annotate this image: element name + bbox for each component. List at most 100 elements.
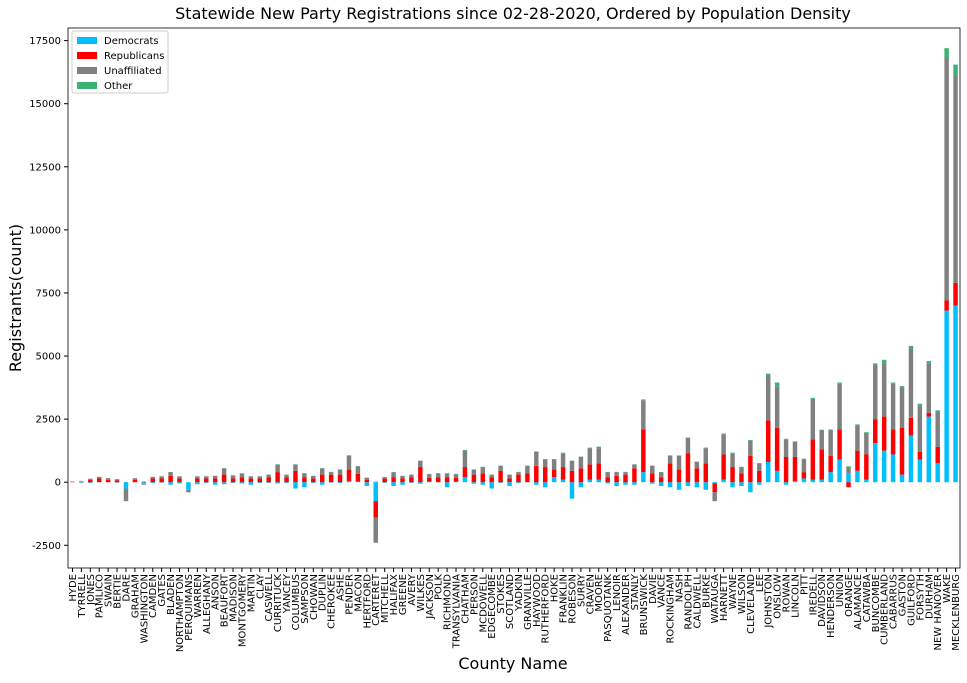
legend-swatch <box>77 37 97 44</box>
bar-segment <box>507 478 511 482</box>
bar-segment <box>909 346 913 349</box>
bar-segment <box>240 482 244 483</box>
bar-segment <box>873 443 877 482</box>
bar-segment <box>918 404 922 406</box>
bar-segment <box>757 482 761 485</box>
bar-segment <box>516 475 520 483</box>
bar-segment <box>588 448 592 464</box>
bar-segment <box>204 476 208 478</box>
bar-segment <box>124 489 128 502</box>
bar-segment <box>347 455 351 456</box>
bar-segment <box>793 481 797 482</box>
bar-segment <box>356 466 360 474</box>
x-tick-label: MECKLENBURG <box>951 574 962 651</box>
bar-segment <box>222 482 226 484</box>
bar-segment <box>632 468 636 482</box>
bar-segment <box>828 430 832 455</box>
bar-segment <box>159 482 163 483</box>
bar-segment <box>695 462 699 468</box>
bar-segment <box>374 482 378 501</box>
bar-segment <box>329 482 333 483</box>
bar-segment <box>133 480 137 483</box>
y-tick-label: 2500 <box>36 415 61 426</box>
bar-segment <box>115 482 119 483</box>
bar-segment <box>953 283 957 306</box>
bar-segment <box>623 472 627 475</box>
bar-segment <box>695 468 699 482</box>
bar-segment <box>730 467 734 482</box>
bar-segment <box>721 454 725 479</box>
bar-segment <box>641 399 645 400</box>
bar-segment <box>623 482 627 485</box>
y-tick-label: 17500 <box>29 36 61 47</box>
bar-segment <box>927 417 931 483</box>
bar-segment <box>516 482 520 483</box>
bar-segment <box>222 475 226 483</box>
bar-segment <box>739 473 743 482</box>
bar-segment <box>935 463 939 482</box>
bar-segment <box>365 482 369 486</box>
bar-segment <box>445 477 449 482</box>
x-axis-label: County Name <box>458 654 567 673</box>
bar-segment <box>391 482 395 486</box>
bar-segment <box>918 459 922 482</box>
bar-segment <box>204 478 208 482</box>
bar-segment <box>222 468 226 474</box>
bar-segment <box>837 384 841 429</box>
bar-segment <box>650 482 654 484</box>
bar-segment <box>213 482 217 485</box>
bar-segment <box>882 451 886 483</box>
bar-segment <box>97 477 101 479</box>
bar-segment <box>597 448 601 463</box>
bar-segment <box>802 459 806 460</box>
bar-segment <box>168 482 172 485</box>
bar-segment <box>766 420 770 462</box>
bar-segment <box>802 478 806 482</box>
bar-segment <box>855 424 859 425</box>
bar-segment <box>302 473 306 477</box>
bar-segment <box>650 473 654 482</box>
bar-segment <box>374 501 378 517</box>
bar-segment <box>873 365 877 419</box>
bar-segment <box>846 467 850 473</box>
bar-segment <box>186 482 190 490</box>
bar-segment <box>320 475 324 483</box>
bar-segment <box>686 438 690 439</box>
bar-segment <box>534 452 538 466</box>
bar-segment <box>721 434 725 435</box>
bar-segment <box>668 482 672 487</box>
bar-segment <box>561 467 565 480</box>
bar-segment <box>124 482 128 488</box>
bar-segment <box>632 482 636 485</box>
bar-segment <box>659 477 663 482</box>
bar-segment <box>677 456 681 470</box>
bar-segment <box>712 482 716 483</box>
bar-segment <box>650 466 654 474</box>
bar-segment <box>588 465 592 480</box>
bar-segment <box>534 451 538 452</box>
bar-segment <box>338 482 342 483</box>
bar-segment <box>409 477 413 482</box>
bar-segment <box>311 482 315 483</box>
bar-segment <box>347 470 351 481</box>
bar-segment <box>641 400 645 429</box>
bar-segment <box>472 482 476 484</box>
bar-segment <box>258 482 262 483</box>
bar-segment <box>382 477 386 478</box>
bar-segment <box>748 482 752 492</box>
bar-segment <box>445 473 449 477</box>
bar-segment <box>900 475 904 483</box>
bar-segment <box>704 482 708 490</box>
bar-segment <box>927 413 931 417</box>
bar-segment <box>186 490 190 493</box>
bar-segment <box>900 386 904 388</box>
bar-segment <box>677 482 681 490</box>
bar-segment <box>855 471 859 482</box>
bar-segment <box>151 478 155 482</box>
bar-segment <box>891 383 895 384</box>
bar-segment <box>275 482 279 483</box>
y-tick-label: 0 <box>55 478 61 489</box>
bar-segment <box>498 466 502 471</box>
bar-segment <box>400 482 404 485</box>
bar-segment <box>882 360 886 364</box>
